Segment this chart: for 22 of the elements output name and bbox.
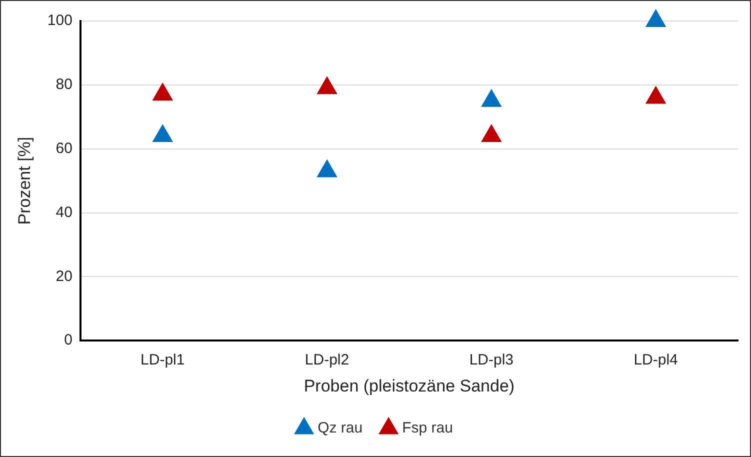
point xyxy=(152,124,173,142)
y-tick-label: 20 xyxy=(56,268,72,285)
x-tick-label: LD-pl1 xyxy=(140,352,185,369)
point xyxy=(646,86,666,104)
y-tick-label: 0 xyxy=(64,332,72,349)
legend-label: Qz rau xyxy=(318,420,363,437)
x-axis-title: Proben (pleistozäne Sande) xyxy=(304,376,515,396)
point xyxy=(646,10,666,27)
x-tick-label: LD-pl2 xyxy=(304,352,350,369)
point xyxy=(481,124,502,142)
point xyxy=(481,89,502,107)
point xyxy=(152,83,173,101)
point xyxy=(316,76,338,94)
y-tick-label: 100 xyxy=(47,12,72,30)
point xyxy=(316,160,338,178)
y-axis-title: Prozent [%] xyxy=(14,136,34,225)
legend-label: Fsp rau xyxy=(402,420,453,437)
y-tick-label: 40 xyxy=(56,204,72,221)
y-tick-label: 60 xyxy=(56,140,72,157)
y-tick-label: 80 xyxy=(56,76,72,94)
x-tick-label: LD-pl3 xyxy=(469,352,514,369)
x-tick-label: LD-pl4 xyxy=(634,352,678,369)
